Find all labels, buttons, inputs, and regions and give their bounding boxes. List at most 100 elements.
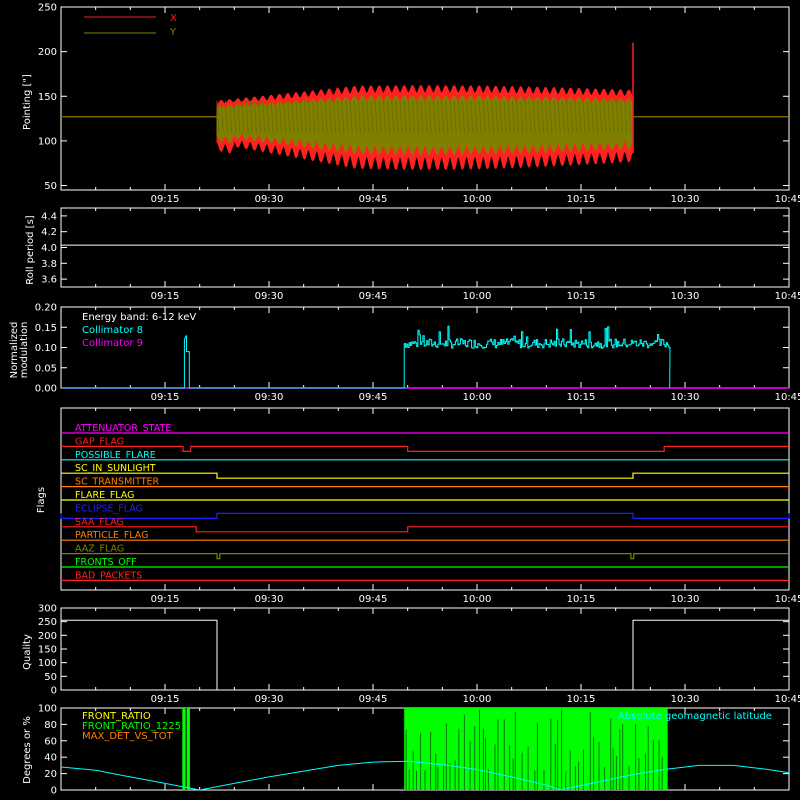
y-tick-label: 300 [38,604,57,615]
modulation-ylabel-line1: Normalized [9,322,20,379]
y-tick-label: 20 [44,769,57,780]
y-tick-label: 150 [38,645,57,656]
collimator-8-line [61,325,671,389]
x-tick-label: 09:15 [151,291,180,302]
y-tick-label: 0.00 [35,384,57,395]
flag-label-flare-flag: FLARE_FLAG [75,490,135,501]
x-tick-label: 10:00 [463,594,492,605]
y-tick-label: 100 [38,136,57,147]
flag-line-gap-flag [61,445,789,452]
flag-label-eclipse-flag: ECLIPSE_FLAG [75,503,143,514]
flag-label-saa-flag: SAA_FLAG [75,517,124,528]
x-tick-label: 10:00 [463,291,492,302]
legend-y-label: Y [169,27,177,38]
y-tick-label: 0.15 [35,323,57,334]
y-tick-label: 0.05 [35,363,57,374]
y-tick-label: 4.2 [41,227,57,238]
x-tick-label: 09:15 [151,694,180,705]
flag-line-aaz-flag [61,553,789,560]
pointing-y-texture [216,100,632,133]
y-tick-label: 50 [44,672,57,683]
y-tick-label: 0.10 [35,343,57,354]
x-tick-label: 10:15 [567,291,596,302]
legend-front-ratio: FRONT_RATIO [82,711,151,722]
x-tick-label: 10:15 [567,194,596,205]
x-tick-label: 09:30 [255,194,284,205]
y-tick-label: 250 [38,3,57,14]
y-tick-label: 40 [44,753,57,764]
panel-frame-pointing [60,6,790,191]
flag-label-possible-flare: POSSIBLE_FLARE [75,450,156,461]
flag-line-sc-in-sunlight [61,472,789,479]
flag-label-aaz-flag: AAZ_FLAG [75,544,124,555]
x-tick-label: 10:30 [671,291,700,302]
x-tick-label: 09:45 [359,594,388,605]
x-tick-label: 10:45 [775,694,800,705]
legend-geomag-latitude: Absolute geomagnetic latitude [618,711,772,722]
energy-band-annotation: Energy band: 6-12 keV [82,312,196,323]
x-tick-label: 09:30 [255,694,284,705]
x-tick-label: 10:00 [463,392,492,403]
x-tick-label: 09:30 [255,291,284,302]
x-tick-label: 10:30 [671,392,700,403]
x-tick-label: 09:45 [359,694,388,705]
y-tick-label: 100 [38,704,57,715]
y-tick-label: 200 [38,47,57,58]
legend-front-ratio-1225: FRONT_RATIO_1225 [82,721,181,732]
x-tick-label: 10:45 [775,594,800,605]
y-tick-label: 60 [44,736,57,747]
y-tick-label: 0 [51,686,57,697]
x-tick-label: 10:30 [671,194,700,205]
x-tick-label: 09:45 [359,291,388,302]
x-tick-label: 09:30 [255,392,284,403]
flag-label-particle-flag: PARTICLE_FLAG [75,530,148,541]
y-tick-label: 200 [38,631,57,642]
geomag-ylabel: Degrees or % [22,716,33,784]
flag-label-gap-flag: GAP_FLAG [75,436,124,447]
y-tick-label: 4.0 [41,243,57,254]
y-tick-label: 4.4 [41,211,57,222]
flag-label-bad-packets: BAD_PACKETS [75,570,142,581]
panel-frame-flags [60,407,790,591]
y-tick-label: 100 [38,658,57,669]
x-tick-label: 09:15 [151,594,180,605]
front-ratio-1225-texture [405,709,663,790]
flag-line-eclipse-flag [60,512,790,519]
x-tick-label: 10:30 [671,594,700,605]
y-tick-label: 3.6 [41,275,57,286]
x-tick-label: 10:15 [567,392,596,403]
legend-max-det-vs-tot: MAX_DET_VS_TOT [82,731,174,742]
x-tick-label: 10:30 [671,694,700,705]
y-tick-label: 0.20 [35,303,57,314]
x-tick-label: 10:45 [775,291,800,302]
legend-collimator-9: Collimator 9 [82,338,143,349]
flags-ylabel: Flags [36,487,47,513]
flag-label-fronts-off: FRONTS_OFF [75,557,137,568]
y-tick-label: 80 [44,720,57,731]
x-tick-label: 10:00 [463,694,492,705]
x-tick-label: 10:15 [567,594,596,605]
y-tick-label: 50 [44,181,57,192]
legend-x-label: X [170,13,177,24]
flag-line-saa-flag [61,526,789,533]
y-tick-label: 3.8 [41,259,57,270]
flag-label-sc-in-sunlight: SC_IN_SUNLIGHT [75,463,156,474]
legend-collimator-8: Collimator 8 [82,325,143,336]
pointing-ylabel: Pointing ["] [22,74,33,130]
panel-frame-roll [60,207,790,288]
quality-line [61,619,789,691]
geomag-latitude-line [60,760,790,791]
x-tick-label: 10:45 [775,392,800,403]
x-tick-label: 09:15 [151,392,180,403]
flag-label-attenuator-state: ATTENUATOR_STATE [75,423,171,434]
flag-label-sc-transmitter: SC_TRANSMITTER [75,477,160,488]
modulation-ylabel-line2: modulation [19,322,30,379]
y-tick-label: 0 [51,786,57,797]
roll-ylabel: Roll period [s] [25,215,36,284]
x-tick-label: 10:15 [567,694,596,705]
x-tick-label: 09:30 [255,594,284,605]
x-tick-label: 10:00 [463,194,492,205]
y-tick-label: 150 [38,92,57,103]
x-tick-label: 10:45 [775,194,800,205]
